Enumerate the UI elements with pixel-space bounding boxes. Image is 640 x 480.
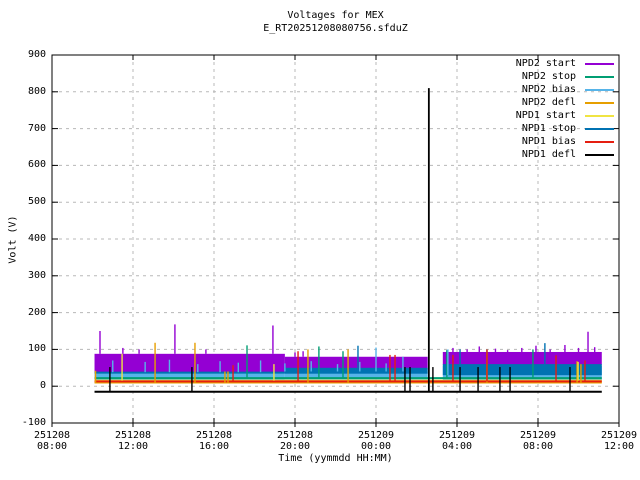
y-tick-label: 700 xyxy=(27,122,46,134)
legend-item-npd1-stop: NPD1 stop xyxy=(516,122,614,135)
legend-label: NPD2 stop xyxy=(521,71,576,82)
y-tick-label: 300 xyxy=(27,269,46,281)
legend-item-npd1-defl: NPD1 defl xyxy=(516,148,614,161)
legend-item-npd2-stop: NPD2 stop xyxy=(516,70,614,83)
y-tick-label: 600 xyxy=(27,159,46,171)
legend-label: NPD1 start xyxy=(515,110,576,121)
x-tick-label: 251209 00:00 xyxy=(344,430,408,452)
x-tick-label: 251208 20:00 xyxy=(263,430,327,452)
legend-item-npd1-start: NPD1 start xyxy=(516,109,614,122)
x-tick-time: 04:00 xyxy=(441,441,473,452)
x-tick-date: 251209 xyxy=(600,430,638,441)
series-band-npd2-start xyxy=(442,351,602,365)
series-band-npd1-stop xyxy=(442,364,602,376)
x-tick-time: 20:00 xyxy=(279,441,311,452)
legend-label: NPD1 defl xyxy=(521,149,576,160)
x-tick-label: 251208 12:00 xyxy=(101,430,165,452)
legend-swatch xyxy=(585,153,614,156)
series-band-npd2-start xyxy=(284,356,428,370)
x-tick-date: 251208 xyxy=(33,430,71,441)
legend-swatch xyxy=(585,75,614,78)
x-tick-date: 251208 xyxy=(195,430,233,441)
legend-swatch xyxy=(585,140,614,143)
x-tick-date: 251208 xyxy=(276,430,314,441)
series-band-npd2-bias xyxy=(284,371,428,380)
y-tick-label: 900 xyxy=(27,49,46,60)
x-tick-date: 251209 xyxy=(519,430,557,441)
y-tick-label: -100 xyxy=(21,417,46,428)
legend-swatch xyxy=(585,101,614,104)
legend: NPD2 start NPD2 stop NPD2 bias NPD2 defl NPD… xyxy=(516,57,614,161)
x-tick-time: 00:00 xyxy=(360,441,392,452)
chart-subtitle: E_RT20251208080756.sfduZ xyxy=(263,23,408,34)
series-band-npd2-start xyxy=(94,353,285,374)
x-tick-time: 12:00 xyxy=(117,441,149,452)
legend-swatch xyxy=(585,62,614,65)
y-tick-label: 100 xyxy=(27,343,46,355)
y-tick-label: 500 xyxy=(27,196,46,208)
series-band-npd1-stop xyxy=(284,367,428,374)
x-tick-label: 251208 16:00 xyxy=(182,430,246,452)
legend-label: NPD1 bias xyxy=(521,136,576,147)
legend-swatch xyxy=(585,88,614,91)
legend-item-npd1-bias: NPD1 bias xyxy=(516,135,614,148)
series-band-npd2-bias xyxy=(94,372,285,381)
x-tick-time: 16:00 xyxy=(198,441,230,452)
x-tick-date: 251208 xyxy=(114,430,152,441)
chart-title: Voltages for MEX xyxy=(287,10,384,21)
y-tick-label: 400 xyxy=(27,233,46,244)
x-axis-label: Time (yymmdd HH:MM) xyxy=(278,453,393,464)
x-tick-label: 251209 04:00 xyxy=(425,430,489,452)
legend-swatch xyxy=(585,114,614,117)
legend-item-npd2-bias: NPD2 bias xyxy=(516,83,614,96)
x-tick-label: 251209 12:00 xyxy=(587,430,640,452)
x-tick-time: 12:00 xyxy=(603,441,635,452)
legend-label: NPD2 defl xyxy=(521,97,576,108)
y-tick-label: 800 xyxy=(27,85,46,97)
y-tick-label: 0 xyxy=(39,380,46,392)
y-tick-label: 200 xyxy=(27,306,46,318)
x-tick-date: 251209 xyxy=(357,430,395,441)
legend-item-npd2-start: NPD2 start xyxy=(516,57,614,70)
x-tick-label: 251208 08:00 xyxy=(20,430,84,452)
x-tick-time: 08:00 xyxy=(36,441,68,452)
x-tick-time: 08:00 xyxy=(522,441,554,452)
legend-item-npd2-defl: NPD2 defl xyxy=(516,96,614,109)
legend-label: NPD2 start xyxy=(515,58,576,69)
legend-label: NPD1 stop xyxy=(521,123,576,134)
legend-label: NPD2 bias xyxy=(521,84,576,95)
legend-swatch xyxy=(585,127,614,130)
x-tick-date: 251209 xyxy=(438,430,476,441)
x-tick-label: 251209 08:00 xyxy=(506,430,570,452)
